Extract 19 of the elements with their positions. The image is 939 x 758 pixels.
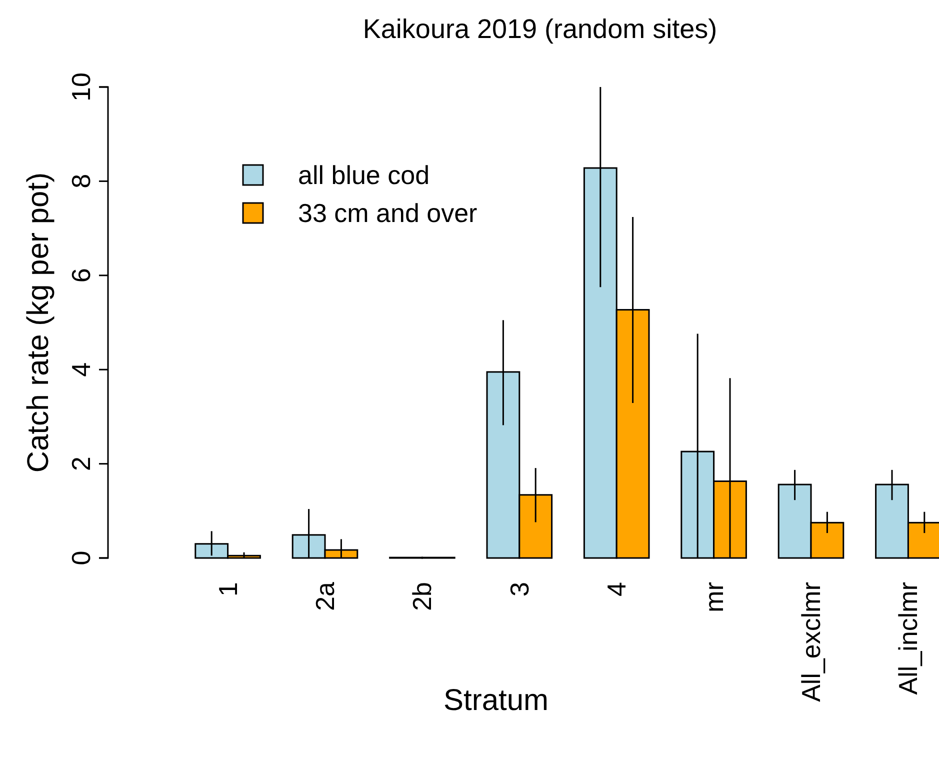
x-tick-label: 1	[212, 582, 243, 596]
legend-label: 33 cm and over	[298, 198, 478, 228]
y-tick-label: 6	[66, 268, 96, 283]
legend-label: all blue cod	[298, 160, 430, 190]
x-tick-label: 2a	[310, 581, 340, 611]
x-tick-label: 2b	[407, 582, 438, 611]
x-tick-label: 4	[602, 582, 632, 596]
x-tick-label: 3	[504, 582, 534, 596]
x-tick-label: All_exclmr	[796, 582, 826, 702]
x-tick-label: mr	[698, 582, 729, 612]
y-tick-label: 8	[66, 174, 96, 188]
x-axis-title: Stratum	[443, 684, 549, 717]
y-tick-label: 10	[66, 72, 96, 102]
y-tick-label: 0	[66, 550, 96, 566]
x-tick-label: All_inclmr	[893, 582, 924, 695]
y-axis-title: Catch rate (kg per pot)	[22, 172, 55, 473]
y-tick-label: 2	[66, 456, 96, 472]
y-tick-label: 4	[66, 362, 96, 377]
chart-title: Kaikoura 2019 (random sites)	[362, 14, 718, 44]
